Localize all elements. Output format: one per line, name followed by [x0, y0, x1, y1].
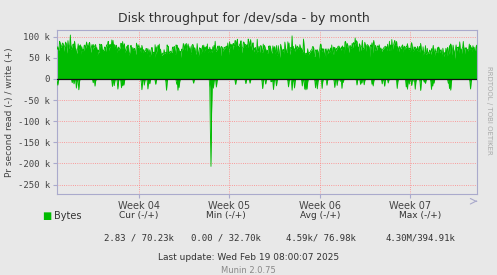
Text: ■: ■ [42, 211, 52, 221]
Text: Disk throughput for /dev/sda - by month: Disk throughput for /dev/sda - by month [118, 12, 369, 25]
Y-axis label: Pr second read (-) / write (+): Pr second read (-) / write (+) [5, 47, 14, 177]
Text: Max (-/+): Max (-/+) [399, 211, 441, 220]
Text: Last update: Wed Feb 19 08:00:07 2025: Last update: Wed Feb 19 08:00:07 2025 [158, 254, 339, 262]
Text: 0.00 / 32.70k: 0.00 / 32.70k [191, 233, 261, 242]
Text: Avg (-/+): Avg (-/+) [300, 211, 341, 220]
Text: 4.30M/394.91k: 4.30M/394.91k [385, 233, 455, 242]
Text: Bytes: Bytes [54, 211, 81, 221]
Text: RRDTOOL / TOBI OETIKER: RRDTOOL / TOBI OETIKER [486, 66, 492, 154]
Text: Cur (-/+): Cur (-/+) [119, 211, 159, 220]
Text: 4.59k/ 76.98k: 4.59k/ 76.98k [286, 233, 355, 242]
Text: Munin 2.0.75: Munin 2.0.75 [221, 266, 276, 274]
Text: Min (-/+): Min (-/+) [206, 211, 246, 220]
Text: 2.83 / 70.23k: 2.83 / 70.23k [104, 233, 174, 242]
